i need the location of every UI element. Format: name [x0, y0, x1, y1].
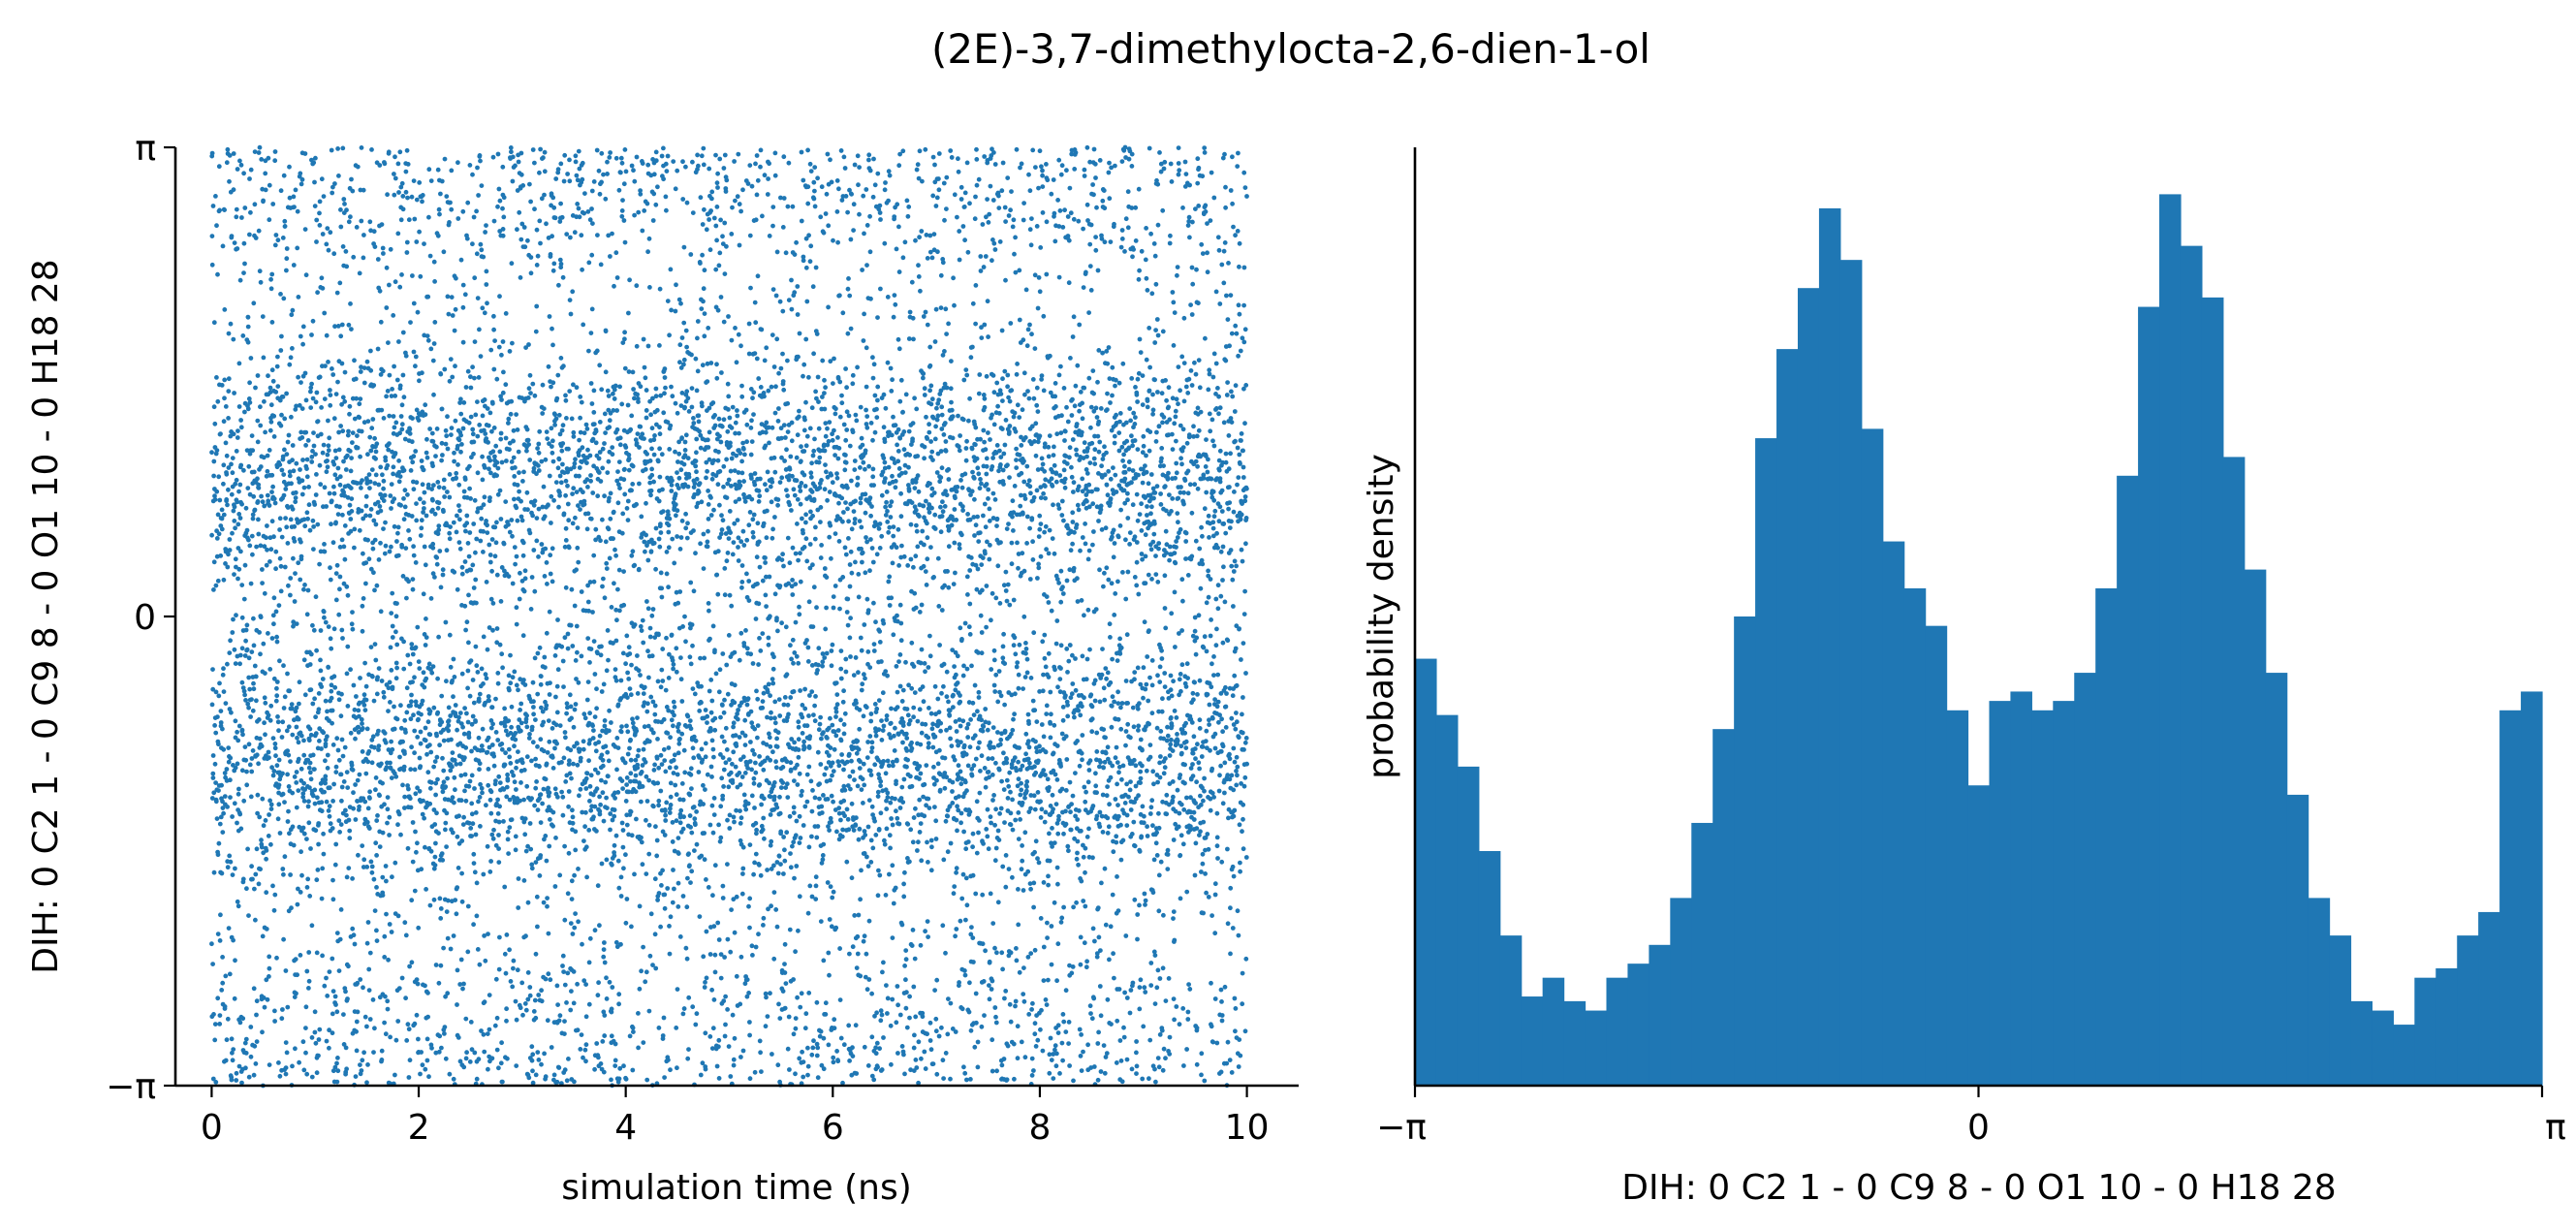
- histogram-bar: [2372, 1010, 2394, 1086]
- histogram-bar: [2393, 1025, 2415, 1086]
- scatter-x-tick-label: 2: [408, 1108, 430, 1148]
- histogram-bar: [1627, 963, 1649, 1086]
- histogram-bar: [1499, 935, 1523, 1086]
- scatter-x-tick-label: 0: [201, 1108, 223, 1148]
- histogram-bar: [2053, 701, 2075, 1086]
- scatter-y-axis-label: DIH: 0 C2 1 - 0 C9 8 - 0 O1 10 - 0 H18 2…: [26, 259, 66, 973]
- hist-x-tick-label: −π: [1376, 1108, 1427, 1148]
- scatter-y-tick-label: 0: [134, 598, 156, 638]
- scatter-x-tick-label: 6: [822, 1108, 844, 1148]
- histogram-bar: [1712, 729, 1735, 1086]
- histogram-bar: [2180, 245, 2203, 1086]
- figure-title: (2E)-3,7-dimethylocta-2,6-dien-1-ol: [931, 25, 1650, 73]
- hist-x-tick-label: π: [2545, 1108, 2566, 1148]
- histogram-bar: [1649, 944, 1671, 1086]
- histogram-bar: [2435, 968, 2458, 1086]
- hist-x-ticks: −π 0 π: [1376, 1086, 2566, 1148]
- histogram-bar: [2074, 673, 2096, 1086]
- histogram-bar: [2350, 1000, 2373, 1086]
- histogram-bar: [2159, 194, 2182, 1086]
- scatter-x-axis-label: simulation time (ns): [561, 1168, 912, 1208]
- scatter-y-tick-label: π: [135, 129, 156, 169]
- histogram-bar: [1861, 428, 1884, 1086]
- scatter-points: [209, 144, 1249, 1089]
- histogram-bar: [2521, 691, 2543, 1086]
- scatter-panel: 0 2 4 6 8 10 −π 0 π simulation time (ns) DIH: 0…: [26, 129, 1299, 1208]
- histogram-bar: [2414, 977, 2436, 1086]
- histogram-bar: [1903, 587, 1927, 1086]
- hist-x-axis-label: DIH: 0 C2 1 - 0 C9 8 - 0 O1 10 - 0 H18 2…: [1621, 1168, 2336, 1208]
- histogram-bar: [1925, 625, 1948, 1086]
- histogram-bar: [2265, 673, 2288, 1086]
- histogram-bar: [2499, 710, 2522, 1086]
- histogram-bar: [2457, 935, 2479, 1086]
- histogram-bar: [1457, 766, 1480, 1086]
- histogram-bar: [2329, 935, 2352, 1086]
- scatter-y-ticks: −π 0 π: [106, 129, 175, 1107]
- histogram-bar: [1563, 1000, 1586, 1086]
- histogram-bar: [2095, 587, 2118, 1086]
- scatter-point-cloud: [209, 144, 1249, 1089]
- histogram-bar: [2138, 306, 2160, 1086]
- histogram-bar: [1478, 851, 1501, 1086]
- histogram-bar: [1776, 349, 1799, 1086]
- histogram-bar: [1967, 785, 1991, 1086]
- histogram-bar: [1946, 710, 1969, 1086]
- histogram-bar: [1670, 898, 1692, 1086]
- histogram-bar: [1521, 996, 1544, 1086]
- histogram-bar: [2244, 569, 2267, 1086]
- scatter-x-tick-label: 10: [1225, 1108, 1270, 1148]
- scatter-y-tick-label: −π: [106, 1067, 156, 1107]
- histogram-bar: [1755, 438, 1777, 1087]
- histogram-panel: −π 0 π DIH: 0 C2 1 - 0 C9 8 - 0 O1 10 - 0 …: [1362, 147, 2566, 1208]
- scatter-x-ticks: 0 2 4 6 8 10: [201, 1086, 1270, 1148]
- hist-x-tick-label: 0: [1967, 1108, 1990, 1148]
- histogram-bar: [1734, 616, 1756, 1086]
- histogram-bar: [1839, 260, 1863, 1086]
- histogram-bar: [2222, 457, 2246, 1086]
- histogram-bar: [2031, 710, 2054, 1086]
- histogram-bar: [2308, 898, 2331, 1086]
- scatter-x-tick-label: 4: [614, 1108, 637, 1148]
- histogram-bar: [2478, 911, 2500, 1086]
- scatter-x-tick-label: 8: [1028, 1108, 1051, 1148]
- histogram-bar: [1606, 977, 1629, 1086]
- histogram-bar: [1585, 1010, 1608, 1086]
- histogram-bar: [2201, 297, 2224, 1086]
- histogram-bar: [1818, 207, 1841, 1087]
- histogram-bar: [1435, 714, 1459, 1086]
- histogram-bar: [1691, 822, 1713, 1086]
- histogram-bar: [1542, 977, 1565, 1086]
- histogram-bar: [1797, 288, 1820, 1086]
- histogram-bar: [1415, 658, 1437, 1086]
- histogram-bars: [1415, 194, 2543, 1087]
- histogram-bar: [1989, 701, 2012, 1086]
- histogram-bar: [2286, 794, 2309, 1086]
- histogram-bar: [2010, 691, 2032, 1086]
- histogram-bar: [1882, 541, 1905, 1086]
- histogram-bar: [2117, 475, 2139, 1086]
- hist-y-axis-label: probability density: [1362, 454, 1401, 779]
